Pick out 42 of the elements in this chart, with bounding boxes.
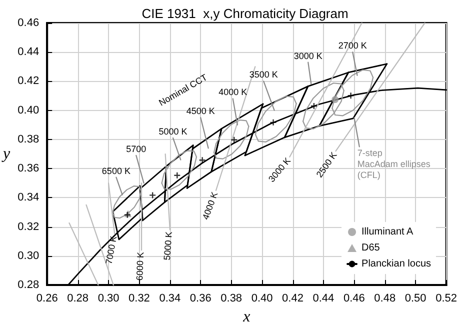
x-tick-label: 0.26 — [36, 292, 58, 304]
x-tick-label: 0.46 — [343, 292, 365, 304]
legend-label: D65 — [362, 242, 380, 254]
x-tick-label: 0.38 — [220, 292, 242, 304]
y-tick-label: 0.28 — [18, 279, 40, 291]
x-tick-label: 0.52 — [436, 292, 458, 304]
annotation: 2700 K — [338, 40, 367, 51]
y-tick-label: 0.38 — [18, 133, 40, 146]
x-tick-label: 0.40 — [251, 292, 273, 304]
x-tick-label: 0.34 — [159, 292, 181, 304]
x-tick-label: 0.28 — [67, 292, 89, 304]
x-tick-label: 0.30 — [98, 292, 120, 304]
chart-title: CIE 1931 x,y Chromaticity Diagram — [142, 6, 348, 21]
annotation: 5700 — [126, 144, 146, 154]
x-tick-label: 0.42 — [282, 292, 304, 304]
annotation: 4000 K — [218, 87, 248, 98]
annotation: 3000 K — [294, 50, 322, 61]
annotation: 5000 K — [158, 126, 188, 136]
x-axis-title: x — [242, 308, 250, 326]
annotation: 6500 K — [102, 166, 130, 176]
y-tick-label: 0.46 — [18, 17, 40, 29]
annotation: 4500 K — [186, 106, 215, 116]
y-axis-title: y — [0, 146, 11, 162]
y-tick-label: 0.30 — [18, 250, 40, 262]
annotation: 7-step MacAdam ellipses (CFL) — [357, 148, 431, 180]
annotation: 4000 K — [200, 190, 220, 221]
y-tick-label: 0.40 — [18, 104, 40, 116]
x-tick-label: 0.48 — [374, 292, 396, 304]
x-tick-label: 0.44 — [312, 292, 334, 304]
y-tick-label: 0.44 — [18, 46, 40, 58]
legend-label: Illuminant A — [362, 226, 414, 238]
y-tick-label: 0.34 — [18, 192, 40, 204]
x-tick-label: 0.36 — [190, 292, 212, 304]
y-tick-label: 0.36 — [18, 162, 40, 175]
legend-label: Planckian locus — [362, 258, 431, 270]
y-tick-label: 0.32 — [18, 220, 40, 233]
x-tick-label: 0.50 — [404, 292, 426, 304]
annotation: 6000 K — [134, 252, 146, 281]
y-tick-label: 0.42 — [18, 75, 40, 88]
annotation: 5000 K — [162, 231, 174, 260]
x-tick-label: 0.32 — [128, 292, 150, 304]
annotation: 3500 K — [249, 70, 278, 80]
